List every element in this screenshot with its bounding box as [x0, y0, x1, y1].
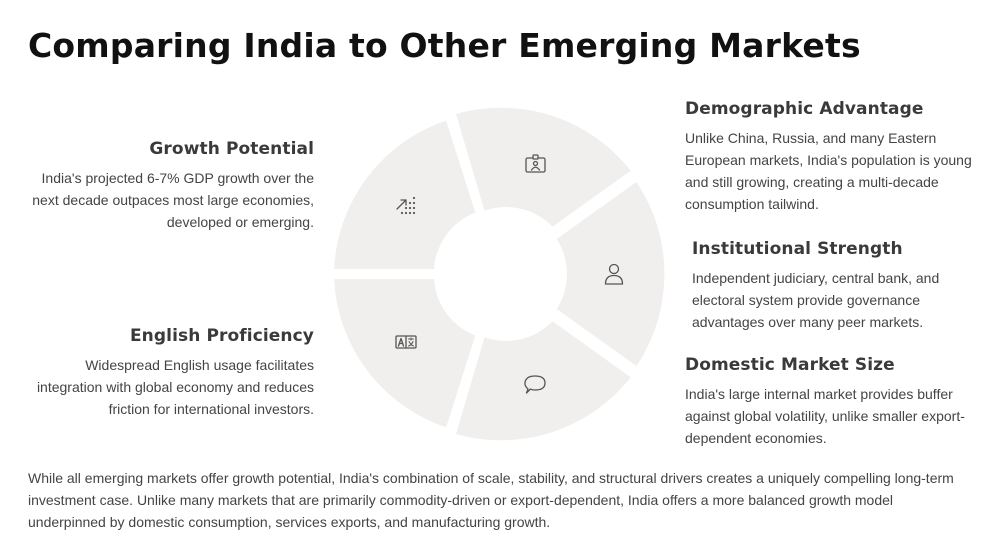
growth-potential-heading: Growth Potential [149, 139, 314, 159]
english-proficiency-body: Widespread English usage facilitates int… [36, 357, 314, 417]
segment-demographic-advantage [456, 107, 631, 227]
english-proficiency-block: English Proficiency Widespread English u… [20, 326, 314, 420]
domestic-market-size-block: Domestic Market Size India's large inter… [685, 355, 975, 449]
institutional-strength-body: Independent judiciary, central bank, and… [692, 270, 940, 330]
speech-bubble-icon [524, 375, 546, 394]
institutional-strength-block: Institutional Strength Independent judic… [692, 239, 977, 333]
growth-potential-body: India's projected 6-7% GDP growth over t… [32, 170, 314, 230]
donut-segments [334, 107, 665, 441]
growth-chart-icon [396, 196, 416, 215]
english-proficiency-heading: English Proficiency [129, 326, 314, 346]
domestic-market-size-heading: Domestic Market Size [685, 355, 895, 375]
person-icon [604, 263, 624, 285]
page-title: Comparing India to Other Emerging Market… [28, 26, 861, 65]
institutional-strength-heading: Institutional Strength [692, 239, 903, 259]
summary-paragraph: While all emerging markets offer growth … [28, 470, 954, 530]
growth-potential-block: Growth Potential India's projected 6-7% … [30, 139, 314, 233]
demographic-advantage-body: Unlike China, Russia, and many Eastern E… [685, 130, 972, 212]
segment-domestic-market-size [456, 321, 631, 441]
domestic-market-size-body: India's large internal market provides b… [685, 386, 965, 446]
id-badge-icon [525, 154, 546, 173]
segment-english-proficiency [334, 279, 476, 428]
segment-institutional-strength [556, 182, 665, 366]
demographic-advantage-block: Demographic Advantage Unlike China, Russ… [685, 99, 975, 215]
demographic-advantage-heading: Demographic Advantage [685, 99, 924, 119]
segment-growth-potential [334, 120, 476, 269]
translate-icon [395, 335, 417, 349]
